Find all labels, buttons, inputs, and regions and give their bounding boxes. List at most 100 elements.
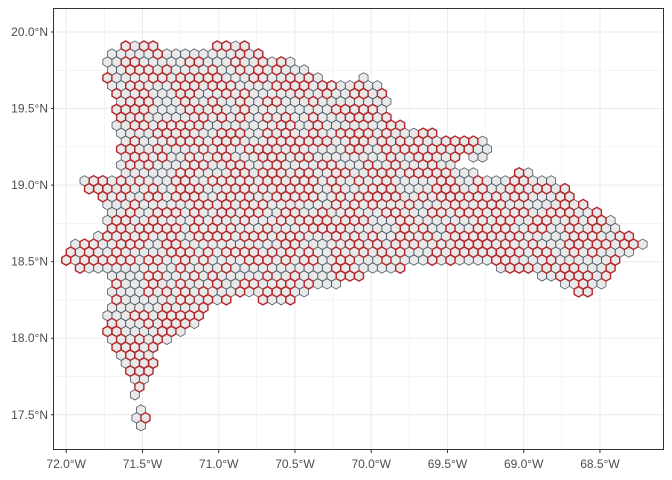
region-boundary xyxy=(138,151,150,164)
region-boundary xyxy=(147,182,159,195)
y-tick-label: 19.0°N xyxy=(11,178,48,192)
region-boundary xyxy=(225,79,237,92)
region-boundary xyxy=(445,222,456,235)
region-boundary xyxy=(289,206,301,219)
region-boundary xyxy=(417,190,429,203)
region-boundary xyxy=(308,111,319,124)
region-boundary xyxy=(198,285,209,298)
y-tick-label: 17.5°N xyxy=(11,408,48,422)
region-boundary xyxy=(152,269,163,282)
region-boundary xyxy=(170,222,182,235)
region-boundary xyxy=(65,246,76,259)
region-boundary xyxy=(394,135,406,148)
hex-cell xyxy=(335,80,346,92)
region-boundary xyxy=(266,246,278,259)
region-boundary xyxy=(330,246,342,259)
region-boundary xyxy=(404,214,415,227)
region-boundary xyxy=(189,269,200,282)
x-tick-label: 71.0°W xyxy=(199,457,239,471)
region-boundary xyxy=(518,206,529,219)
region-boundary xyxy=(289,269,301,282)
region-boundary xyxy=(440,166,452,179)
region-boundary xyxy=(175,277,186,290)
region-boundary xyxy=(225,222,237,235)
region-boundary xyxy=(134,174,145,187)
region-boundary xyxy=(221,293,232,306)
region-boundary xyxy=(193,182,205,195)
region-boundary xyxy=(234,159,246,171)
x-tick-label: 72.0°W xyxy=(46,457,86,471)
region-boundary xyxy=(527,238,539,251)
region-boundary xyxy=(344,254,356,267)
hex-cell xyxy=(285,56,296,68)
region-boundary xyxy=(161,285,173,298)
hex-cell xyxy=(605,214,616,227)
region-boundary xyxy=(262,222,273,235)
region-boundary xyxy=(326,79,337,92)
x-axis: 72.0°W 71.5°W 71.0°W 70.5°W 70.0°W 69.5°W 69.0… xyxy=(46,450,620,471)
region-boundary xyxy=(257,198,269,211)
region-boundary xyxy=(417,222,429,235)
hex-cell xyxy=(637,238,648,250)
region-boundary xyxy=(404,198,415,211)
region-boundary xyxy=(88,238,99,251)
region-boundary xyxy=(271,95,282,108)
region-boundary xyxy=(161,63,173,76)
region-boundary xyxy=(294,230,305,243)
region-boundary xyxy=(120,40,131,53)
region-boundary xyxy=(134,333,145,346)
region-boundary xyxy=(202,246,214,259)
region-boundary xyxy=(362,127,374,140)
region-boundary xyxy=(152,143,163,156)
region-boundary xyxy=(111,293,122,306)
region-boundary xyxy=(97,174,108,187)
hex-cell xyxy=(171,48,181,60)
region-boundary xyxy=(129,56,141,68)
region-boundary xyxy=(367,103,378,116)
region-boundary xyxy=(262,111,273,124)
region-boundary xyxy=(376,87,388,100)
region-boundary xyxy=(248,277,259,290)
region-boundary xyxy=(106,317,118,330)
region-boundary xyxy=(326,159,337,171)
region-boundary xyxy=(303,246,314,259)
region-boundary xyxy=(276,56,287,68)
region-boundary xyxy=(193,56,205,68)
region-boundary xyxy=(147,40,159,53)
region-boundary xyxy=(262,127,273,140)
region-boundary xyxy=(276,151,287,164)
region-boundary xyxy=(102,71,113,84)
region-boundary xyxy=(184,246,195,259)
y-tick-label: 19.5°N xyxy=(11,102,48,116)
region-boundary xyxy=(239,40,250,53)
region-boundary xyxy=(381,111,392,124)
region-boundary xyxy=(129,135,141,148)
region-boundary xyxy=(541,182,552,195)
region-boundary xyxy=(358,214,369,227)
y-tick-label: 18.5°N xyxy=(11,255,48,269)
region-boundary xyxy=(317,206,328,219)
region-boundary xyxy=(138,309,150,322)
region-boundary xyxy=(367,230,378,243)
x-tick-label: 70.5°W xyxy=(275,457,315,471)
region-boundary xyxy=(353,269,365,282)
region-boundary xyxy=(623,230,635,243)
panel-border xyxy=(53,8,664,450)
region-boundary xyxy=(513,246,525,259)
region-boundary xyxy=(303,71,314,84)
region-boundary xyxy=(436,238,447,251)
region-boundary xyxy=(390,206,401,219)
region-boundary xyxy=(513,230,525,243)
region-boundary xyxy=(111,87,122,100)
region-boundary xyxy=(349,230,360,243)
x-tick-label: 69.5°W xyxy=(428,457,468,471)
region-boundary xyxy=(152,254,163,267)
region-boundary xyxy=(394,119,406,132)
region-boundary xyxy=(221,262,232,274)
region-boundary xyxy=(568,262,580,274)
region-boundary xyxy=(436,206,447,219)
region-boundary xyxy=(253,48,264,61)
region-boundary xyxy=(308,95,319,108)
region-boundary xyxy=(184,151,195,164)
